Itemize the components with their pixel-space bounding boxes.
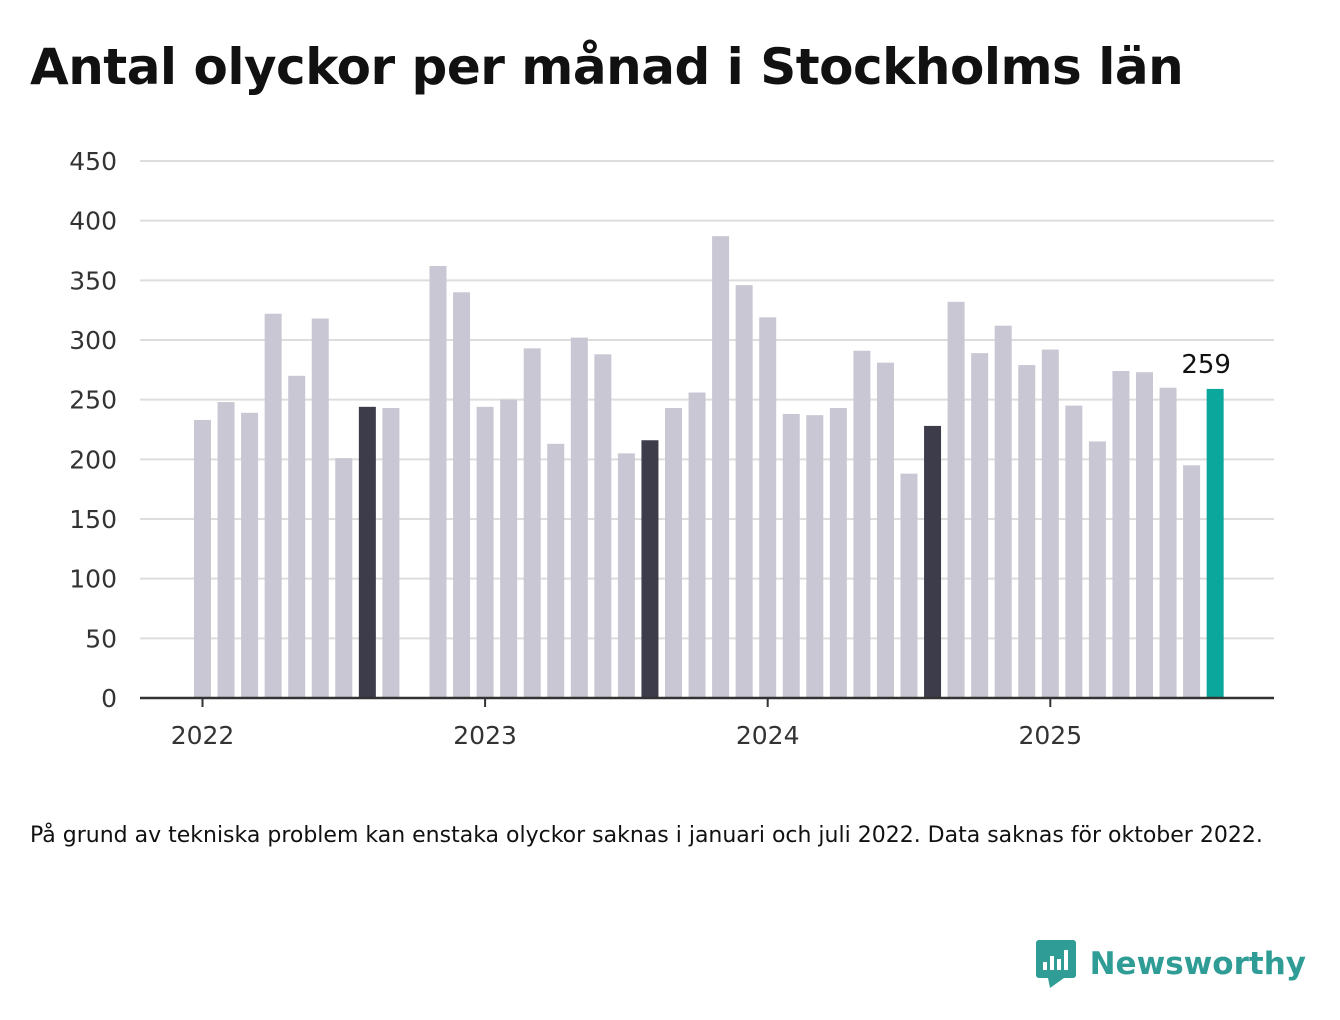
y-tick-label: 0	[101, 684, 117, 713]
y-tick-label: 300	[69, 326, 117, 355]
bar-2024-03	[806, 415, 824, 698]
gridlines	[140, 160, 1274, 640]
x-tick-label: 2024	[736, 721, 800, 750]
newsworthy-logo[interactable]: Newsworthy	[1035, 940, 1306, 988]
y-tick-label: 150	[69, 505, 117, 534]
bar-2023-07	[617, 453, 635, 698]
x-tick-label: 2023	[453, 721, 517, 750]
y-tick-label: 450	[69, 147, 117, 176]
bar-2022-08	[358, 406, 376, 698]
y-tick-label: 400	[69, 207, 117, 236]
bar-2023-04	[547, 443, 565, 698]
bar-2023-12	[735, 285, 753, 698]
newsworthy-logo-icon	[1035, 940, 1076, 988]
bar-2024-12	[1018, 365, 1036, 698]
bar-chart: 0 50 100 150 200 250 300 350 400 450 2022 2023 2024 2…	[69, 147, 1274, 750]
bar-2024-09	[947, 301, 965, 698]
y-tick-label: 350	[69, 266, 117, 295]
bar-2022-01	[194, 419, 211, 698]
bar-2024-06	[876, 362, 894, 698]
data-label: 259	[1181, 350, 1231, 380]
bar-2025-06	[1159, 387, 1177, 698]
bar-2022-04	[264, 313, 282, 698]
y-tick-label: 250	[69, 386, 117, 415]
labels: 0 50 100 150 200 250 300 350 400 450 2022 2023 2024 2…	[69, 147, 1231, 750]
bar-2025-02	[1065, 405, 1083, 698]
bar-2024-02	[782, 413, 800, 698]
bar-2025-03	[1088, 441, 1106, 698]
bar-2023-06	[594, 354, 612, 698]
bar-2022-03	[241, 412, 259, 698]
bar-2023-05	[570, 337, 588, 698]
bar-2024-07	[900, 473, 918, 698]
y-tick-label: 50	[85, 624, 117, 653]
bar-2024-10	[971, 353, 989, 698]
bar-2025-08	[1206, 388, 1224, 698]
bar-2024-05	[853, 350, 871, 698]
footnote: På grund av tekniska problem kan enstaka…	[30, 823, 1263, 848]
bar-2022-09	[382, 408, 400, 698]
bar-2024-08	[924, 425, 942, 698]
bar-2023-10	[688, 392, 706, 698]
bar-2023-01	[476, 406, 494, 698]
bar-2023-08	[641, 440, 659, 698]
bar-2023-02	[500, 399, 518, 698]
bar-2025-05	[1136, 372, 1153, 698]
bar-2025-04	[1112, 371, 1130, 698]
bar-2022-12	[453, 292, 471, 698]
bars	[194, 236, 1224, 698]
brand-name: Newsworthy	[1089, 946, 1306, 982]
bar-2025-01	[1041, 349, 1059, 698]
bar-2024-11	[994, 325, 1012, 698]
x-tick-label: 2025	[1018, 721, 1082, 750]
bar-2022-06	[311, 318, 329, 698]
chart-title: Antal olyckor per månad i Stockholms län	[30, 38, 1184, 96]
y-tick-label: 200	[69, 445, 117, 474]
bar-2023-11	[712, 236, 730, 698]
bar-2022-07	[335, 458, 353, 698]
bar-2022-11	[429, 266, 447, 698]
bar-2022-02	[217, 402, 235, 698]
bar-2024-04	[829, 408, 847, 698]
y-tick-label: 100	[69, 565, 117, 594]
bar-2023-09	[665, 408, 682, 698]
axes	[140, 696, 1274, 707]
bar-2023-03	[523, 348, 541, 698]
bar-2024-01	[759, 317, 777, 698]
x-tick-label: 2022	[171, 721, 235, 750]
bar-2025-07	[1183, 465, 1201, 698]
bar-2022-05	[288, 375, 306, 698]
